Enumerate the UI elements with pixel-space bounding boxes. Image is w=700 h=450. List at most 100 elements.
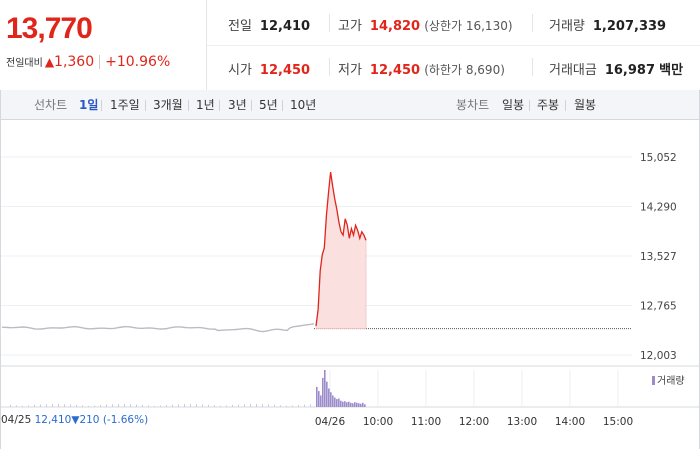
- volume-bar: [196, 404, 197, 407]
- volume-bar: [318, 391, 320, 407]
- volume-bar: [322, 377, 324, 407]
- change-label: 전일대비: [6, 58, 43, 69]
- line-chart-label: 선차트: [34, 98, 68, 112]
- volume-bar: [58, 404, 59, 407]
- volume-bar: [324, 370, 326, 407]
- volume-bar: [178, 404, 179, 407]
- volume-bar: [190, 404, 191, 407]
- stat-value: 14,820: [369, 19, 421, 34]
- volume-bars: [10, 370, 366, 407]
- quote-panel: 13,770 전일대비 ▲1,360 +10.96% 전일 12,410 고가 14,8…: [0, 0, 700, 91]
- volume-bar: [238, 404, 239, 407]
- divider: [207, 45, 700, 46]
- tab-3m[interactable]: 3개월: [153, 98, 183, 112]
- volume-bar: [34, 404, 35, 407]
- tab-daily[interactable]: 일봉: [502, 98, 525, 112]
- divider: [219, 100, 220, 111]
- prev-change: 210: [79, 414, 100, 426]
- divider: [99, 55, 101, 69]
- volume-bar: [172, 404, 173, 407]
- volume-bar: [332, 395, 334, 407]
- volume-bar: [350, 402, 352, 407]
- tab-1y[interactable]: 1년: [196, 98, 215, 112]
- volume-swatch: [652, 376, 655, 385]
- stat-label: 고가: [338, 19, 362, 34]
- tab-1w[interactable]: 1주일: [110, 98, 140, 112]
- volume-legend-label: 거래량: [657, 376, 685, 387]
- volume-bar: [28, 405, 29, 407]
- stat-value: 1,207,339: [592, 19, 667, 34]
- volume-bar: [142, 404, 143, 407]
- volume-bar: [88, 405, 89, 407]
- volume-bar: [184, 404, 185, 407]
- volume-bar: [16, 405, 17, 407]
- prev-price: 12,410: [34, 414, 72, 426]
- divider: [145, 100, 146, 111]
- volume-bar: [334, 397, 336, 407]
- volume-bar: [268, 404, 269, 407]
- volume-bar: [354, 402, 356, 407]
- stat-volume: 거래량 1,207,339: [549, 15, 666, 34]
- tab-5y[interactable]: 5년: [259, 98, 278, 112]
- change-row: 전일대비 ▲1,360 +10.96%: [6, 54, 170, 70]
- divider: [529, 100, 530, 111]
- volume-bar: [364, 404, 366, 407]
- prev-day-line-path: [2, 323, 315, 333]
- tab-3y[interactable]: 3년: [228, 98, 247, 112]
- tab-monthly[interactable]: 월봉: [574, 98, 597, 112]
- volume-bar: [292, 405, 293, 407]
- lower-limit: (하한가 8,690): [424, 63, 505, 77]
- current-price: 13,770: [6, 12, 93, 45]
- volume-bar: [274, 404, 275, 407]
- price-box: 13,770 전일대비 ▲1,360 +10.96%: [0, 0, 207, 90]
- stat-low: 저가 12,450 (하한가 8,690): [338, 59, 505, 78]
- stat-amount: 거래대금 16,987 백만: [549, 59, 683, 78]
- volume-bar: [340, 400, 342, 407]
- stat-value: 12,410: [259, 19, 311, 34]
- price-chart[interactable]: 15,052 14,290 13,527 12,765 12,003 04/26 10:0…: [0, 120, 700, 450]
- volume-bar: [344, 401, 346, 407]
- tab-1d[interactable]: 1일: [79, 98, 99, 112]
- price-line: [315, 172, 367, 327]
- divider: [329, 58, 330, 76]
- y-axis: 15,052 14,290 13,527 12,765 12,003: [640, 152, 677, 362]
- divider: [282, 100, 283, 111]
- y-tick-label: 13,527: [640, 251, 677, 263]
- volume-bar: [352, 403, 354, 407]
- volume-bar: [356, 402, 358, 407]
- x-axis: 04/26 10:00 11:00 12:00 13:00 14:00 15:00: [315, 416, 633, 428]
- divider: [565, 100, 566, 111]
- volume-bar: [76, 404, 77, 407]
- volume-bar: [346, 402, 348, 407]
- stat-value: 12,450: [369, 63, 421, 78]
- tab-10y[interactable]: 10년: [290, 98, 317, 112]
- volume-bar: [118, 404, 119, 407]
- prev-day-line: [2, 323, 315, 333]
- price-line-path: [315, 172, 367, 327]
- y-tick-label: 14,290: [640, 202, 677, 214]
- volume-bar: [94, 405, 95, 407]
- volume-bar: [202, 404, 203, 407]
- volume-bar: [232, 405, 233, 407]
- volume-bar: [166, 405, 167, 407]
- prev-day-summary: 04/25 12,410▼210 (-1.66%): [1, 414, 148, 426]
- volume-bar: [326, 381, 328, 407]
- y-tick-label: 12,765: [640, 301, 677, 313]
- x-tick-label: 10:00: [363, 416, 393, 428]
- volume-bar: [82, 405, 83, 407]
- x-tick-label: 15:00: [603, 416, 633, 428]
- volume-bar: [338, 398, 340, 407]
- volume-bar: [136, 404, 137, 407]
- down-arrow-icon: ▼: [71, 414, 80, 426]
- stat-label: 거래량: [549, 19, 585, 34]
- volume-legend: 거래량: [652, 372, 685, 387]
- volume-bar: [328, 388, 330, 407]
- volume-bar: [214, 405, 215, 407]
- volume-bar: [342, 401, 344, 407]
- chart-tab-bar: 선차트 1일 1주일 3개월 1년 3년 5년 10년 봉차트 일봉 주봉 월봉: [0, 90, 700, 120]
- stat-open: 시가 12,450: [228, 59, 310, 78]
- tab-weekly[interactable]: 주봉: [537, 98, 560, 112]
- volume-bar: [124, 404, 125, 407]
- volume-bar: [22, 405, 23, 407]
- stat-value: 16,987: [604, 63, 656, 78]
